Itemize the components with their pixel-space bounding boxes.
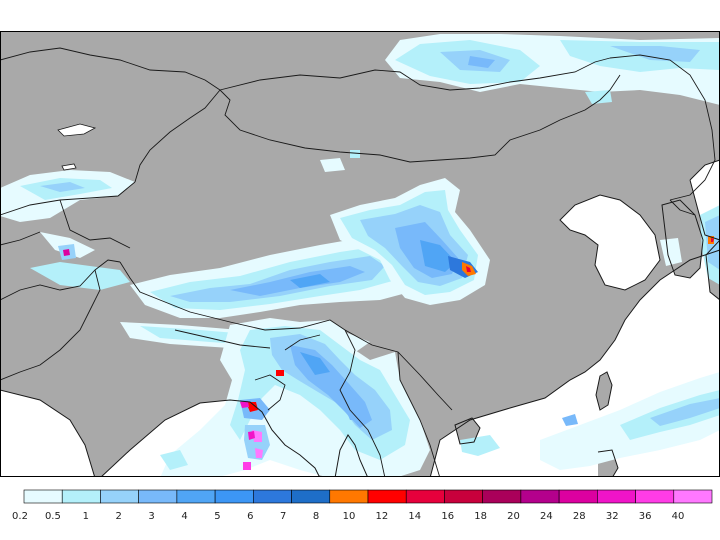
precipitation-cluster-central-china (320, 150, 490, 305)
legend-swatch (405, 489, 445, 504)
lake-balkhash (57, 123, 97, 137)
legend-tick-label: 12 (376, 511, 389, 522)
lake-issyk-kul (61, 163, 77, 171)
legend-swatch (214, 489, 254, 504)
legend-tick-label: 8 (313, 511, 319, 522)
hainan-island (455, 418, 480, 444)
legend-tick-label: 6 (247, 511, 253, 522)
legend-labels: 0.2 0.5 1 2 3 4 5 6 7 8 10 12 14 16 18 20 24 28 32 36 40 (12, 511, 684, 522)
legend-swatch (23, 489, 63, 504)
legend-tick-label: 16 (441, 511, 454, 522)
precipitation-map (0, 31, 720, 477)
legend-swatch (100, 489, 139, 504)
arabian-sea (1, 390, 95, 476)
legend-swatch (673, 489, 713, 504)
legend-tick-label: 36 (639, 511, 652, 522)
precipitation-cluster-kazakhstan (1, 170, 135, 290)
legend-swatch (291, 489, 331, 504)
mongolia-border-north (219, 57, 611, 91)
legend-swatch (597, 489, 636, 504)
legend-swatch (329, 489, 369, 504)
legend-tick-label: 1 (83, 511, 89, 522)
lakes (57, 123, 97, 171)
color-scale-legend: 0.2 0.5 1 2 3 4 5 6 7 8 10 12 14 16 18 20 24 28 32 36 40 (0, 478, 720, 540)
precipitation-cluster-korea (660, 205, 719, 285)
legend-swatch (482, 489, 522, 504)
legend-tick-label: 5 (214, 511, 220, 522)
legend-tick-label: 10 (343, 511, 356, 522)
legend-swatch (61, 489, 101, 504)
legend-tick-label: 24 (540, 511, 553, 522)
india-pakistan-border (1, 269, 101, 381)
legend-swatch (138, 489, 178, 504)
china-russia-northeast-border (609, 54, 716, 201)
yellow-sea-bohai (560, 195, 660, 290)
precipitation-cluster-northern-mongolia (385, 34, 719, 105)
china-southeast-asia-border (344, 329, 453, 411)
kazakhstan-china-border (134, 89, 221, 183)
legend-tick-label: 28 (573, 511, 586, 522)
legend-tick-label: 0.5 (45, 511, 61, 522)
legend-tick-label: 3 (148, 511, 154, 522)
legend-tick-label: 20 (507, 511, 520, 522)
legend-canvas: 0.2 0.5 1 2 3 4 5 6 7 8 10 12 14 16 18 20 24 28 32 36 40 (12, 489, 713, 522)
legend-tick-label: 14 (408, 511, 421, 522)
legend-tick-label: 4 (181, 511, 187, 522)
legend-tick-label: 0.2 (12, 511, 28, 522)
precipitation-band-east-china-sea (460, 372, 719, 470)
legend-swatch (635, 489, 675, 504)
russia-kazakhstan-border (1, 47, 221, 91)
laos-vietnam-border (397, 351, 440, 476)
central-asia-borders (1, 181, 136, 249)
legend-tick-label: 2 (116, 511, 122, 522)
mongolia-china-border (219, 74, 621, 163)
afghanistan-pakistan-border (1, 259, 121, 301)
taiwan-island (596, 372, 612, 410)
bangladesh-border (254, 374, 286, 411)
legend-tick-label: 18 (474, 511, 487, 522)
legend-swatch (367, 489, 407, 504)
legend-tick-label: 32 (606, 511, 619, 522)
coastlines (1, 159, 719, 476)
legend-swatch (176, 489, 216, 504)
legend-swatches (23, 489, 713, 504)
india-china-border (119, 261, 346, 331)
korea-border (669, 199, 696, 216)
legend-swatch (444, 489, 483, 504)
myanmar-border (339, 329, 386, 476)
map-canvas (0, 31, 720, 477)
legend-tick-label: 7 (280, 511, 286, 522)
legend-tick-label: 40 (672, 511, 685, 522)
legend-swatch (558, 489, 598, 504)
legend-swatch (253, 489, 292, 504)
nepal-bhutan-border (174, 329, 321, 351)
country-boundaries (1, 47, 716, 476)
legend-swatch (520, 489, 560, 504)
